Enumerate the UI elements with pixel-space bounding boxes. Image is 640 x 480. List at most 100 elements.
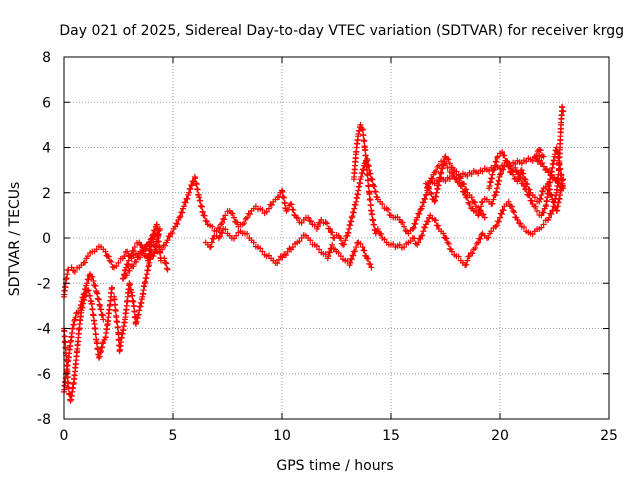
data-point: [489, 200, 496, 207]
data-point: [515, 169, 522, 176]
data-point: [139, 247, 146, 254]
data-point: [201, 212, 208, 219]
data-point: [93, 287, 100, 294]
data-point: [164, 237, 171, 244]
data-point: [532, 203, 539, 210]
data-point: [466, 201, 473, 208]
data-point: [187, 186, 194, 193]
data-points: [61, 103, 567, 404]
data-point: [466, 253, 473, 260]
data-point: [417, 206, 424, 213]
data-point: [534, 207, 541, 214]
data-point: [493, 158, 500, 165]
data-point: [419, 203, 426, 210]
data-point: [510, 159, 517, 166]
y-tick-label: 0: [42, 231, 51, 247]
data-point: [508, 203, 515, 210]
data-point: [85, 276, 92, 283]
data-point: [102, 248, 109, 255]
data-point: [166, 233, 173, 240]
data-point: [347, 259, 354, 266]
data-point: [358, 173, 365, 180]
data-point: [337, 253, 344, 260]
data-point: [96, 353, 103, 360]
data-point: [427, 177, 434, 184]
data-point: [140, 248, 147, 255]
data-point: [497, 214, 503, 221]
x-axis-label: GPS time / hours: [276, 458, 393, 474]
data-point: [222, 212, 229, 219]
y-axis-label: SDTVAR / TECUs: [7, 182, 23, 297]
data-point: [549, 175, 556, 182]
data-point: [219, 230, 226, 237]
data-point: [449, 172, 456, 179]
data-point: [149, 232, 156, 239]
data-point: [115, 259, 122, 266]
chart-title: Day 021 of 2025, Sidereal Day-to-day VTE…: [59, 23, 624, 39]
data-point: [477, 235, 484, 242]
data-point: [539, 188, 546, 195]
data-point: [122, 267, 129, 274]
data-point: [216, 233, 223, 240]
data-point: [250, 239, 257, 246]
y-tick-label: 4: [42, 141, 51, 157]
data-point: [463, 261, 470, 268]
x-tick-label: 20: [491, 428, 509, 444]
data-point: [203, 218, 210, 225]
data-point: [290, 206, 297, 213]
data-point: [68, 264, 75, 271]
data-point: [531, 194, 538, 201]
data-point: [540, 209, 547, 216]
data-point: [163, 260, 170, 267]
data-point: [475, 204, 482, 211]
data-point: [526, 192, 533, 199]
x-tick-label: 10: [273, 428, 291, 444]
data-point: [217, 221, 224, 228]
data-point: [419, 232, 426, 239]
data-point: [471, 199, 478, 206]
data-point: [560, 108, 567, 115]
data-point: [275, 256, 282, 263]
data-point: [121, 271, 128, 278]
data-point: [234, 219, 241, 226]
series-late-upper: [422, 144, 567, 221]
data-point: [161, 255, 168, 262]
data-point: [307, 237, 314, 244]
data-point: [520, 224, 527, 231]
data-point: [498, 211, 505, 218]
data-point: [478, 231, 485, 238]
data-point: [523, 186, 530, 193]
data-point: [481, 214, 488, 221]
data-point: [374, 225, 381, 232]
data-point: [208, 239, 215, 246]
data-point: [124, 248, 131, 255]
data-point: [353, 244, 360, 251]
data-point: [326, 225, 333, 232]
data-point: [449, 248, 456, 255]
data-point: [127, 253, 134, 260]
data-point: [284, 248, 291, 255]
data-point: [499, 149, 506, 156]
data-point: [538, 224, 545, 231]
data-point: [480, 211, 487, 218]
data-point: [138, 242, 145, 249]
data-point: [492, 162, 499, 169]
data-point: [120, 275, 127, 282]
data-point: [80, 291, 87, 298]
y-tick-label: 6: [42, 95, 51, 111]
data-point: [131, 244, 138, 251]
data-point: [188, 182, 195, 189]
data-point: [209, 223, 216, 230]
data-point: [518, 167, 525, 174]
data-point: [108, 284, 115, 291]
data-point: [359, 170, 366, 177]
data-point: [501, 152, 508, 159]
data-point: [357, 121, 364, 128]
data-point: [314, 223, 321, 230]
data-point: [542, 167, 549, 174]
data-point: [294, 215, 301, 222]
data-point: [499, 162, 506, 169]
data-point: [316, 246, 323, 253]
data-point: [422, 224, 429, 231]
